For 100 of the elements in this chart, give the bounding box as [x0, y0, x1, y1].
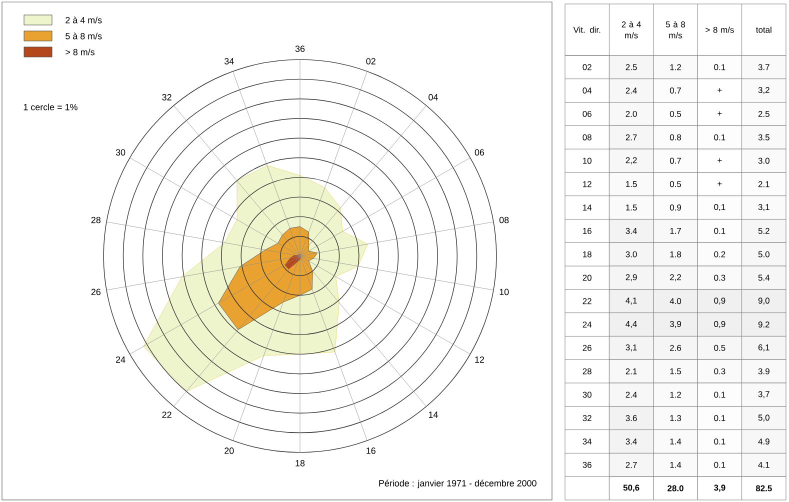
- data-label: 2.5: [758, 110, 770, 117]
- data-label: 3.6: [626, 415, 637, 422]
- data-label: 3.4: [626, 228, 637, 234]
- data-label: 2.1: [626, 368, 637, 374]
- data-label: 0,9: [714, 321, 726, 328]
- data-label: 3,9: [714, 484, 726, 492]
- data-label: 1.5: [670, 368, 682, 374]
- data-label: 28.0: [668, 485, 684, 492]
- spoke-label: 02: [366, 58, 376, 64]
- data-label: 0.5: [714, 344, 726, 351]
- data-label: 0.1: [714, 64, 726, 70]
- spoke-label: 22: [162, 412, 172, 418]
- data-label: 1.3: [670, 415, 682, 422]
- data-label: 0,9: [714, 298, 726, 305]
- spoke-label: 18: [296, 460, 305, 466]
- data-label: 0,1: [714, 204, 726, 212]
- data-label: 2.0: [626, 110, 637, 117]
- spoke-label: 04: [428, 94, 438, 100]
- data-label: 2.5: [626, 64, 637, 70]
- text: +: [718, 112, 722, 116]
- y-tick-label: 22: [582, 298, 592, 304]
- spoke-label: 16: [366, 448, 376, 454]
- y-tick-label: 14: [583, 204, 592, 210]
- y-tick-label: 24: [582, 322, 592, 328]
- data-label: 0.2: [714, 251, 726, 258]
- data-label: 4.1: [758, 462, 770, 468]
- spoke-label: 12: [475, 356, 484, 363]
- text: +: [718, 88, 722, 92]
- data-label: 2.7: [626, 462, 637, 468]
- data-label: 1.7: [670, 228, 681, 234]
- y-tick-label: 18: [583, 251, 592, 258]
- data-label: 4.9: [758, 438, 770, 444]
- y-tick-label: 30: [582, 392, 592, 398]
- data-label: 0.5: [670, 110, 682, 117]
- data-label: 2,2: [670, 274, 681, 282]
- data-label: 0.7: [670, 88, 681, 94]
- text: +: [718, 182, 722, 186]
- data-label: 1.5: [626, 181, 637, 188]
- data-label: 0.5: [670, 181, 682, 188]
- data-label: 3,1: [626, 344, 637, 352]
- data-label: 0.1: [714, 462, 726, 468]
- x-tick-label: > 8 m/s: [706, 26, 734, 33]
- data-label: 3.4: [626, 438, 637, 444]
- data-label: 1.4: [670, 462, 682, 468]
- data-label: 0.3: [714, 274, 726, 281]
- data-label: 2.6: [670, 344, 682, 351]
- spoke-label: 28: [91, 216, 101, 224]
- y-tick-label: 10: [583, 158, 592, 164]
- legend-label: 2 à 4 m/s: [66, 16, 102, 24]
- y-tick-label: 02: [582, 64, 592, 70]
- text: +: [718, 158, 722, 162]
- x-tick-label: 5 à 8 m/s: [666, 21, 686, 38]
- spoke-label: 08: [499, 216, 509, 224]
- data-label: 0.1: [714, 392, 726, 398]
- y-tick-label: 28: [582, 368, 592, 374]
- data-label: 0.8: [670, 134, 682, 140]
- data-label: 3,2: [758, 87, 770, 94]
- y-tick-label: 16: [583, 228, 592, 234]
- data-label: 0.9: [670, 204, 681, 211]
- data-label: 4,4: [626, 321, 637, 328]
- spoke-label: 20: [224, 448, 234, 454]
- data-label: 2,2: [626, 157, 637, 164]
- data-label: 0.3: [714, 368, 726, 374]
- data-label: 0.1: [714, 134, 726, 140]
- spoke-label: 06: [474, 149, 484, 156]
- data-label: 0.1: [714, 415, 726, 422]
- y-tick-label: 04: [582, 88, 592, 94]
- y-tick-label: 34: [582, 438, 592, 444]
- text: 1 cercle = 1%: [24, 104, 78, 110]
- data-label: 5.2: [758, 228, 770, 234]
- data-label: 2.7: [626, 134, 637, 140]
- x-tick-label: total: [756, 26, 772, 33]
- data-label: 5.4: [758, 274, 770, 281]
- y-tick-label: 36: [582, 462, 592, 468]
- data-label: 0.1: [714, 228, 726, 234]
- data-label: 50,6: [623, 484, 640, 492]
- y-tick-label: 26: [582, 344, 592, 351]
- text: Vit. dir.: [573, 26, 600, 33]
- y-tick-label: 20: [582, 274, 592, 281]
- spoke-label: 32: [162, 94, 172, 100]
- data-label: 4.0: [670, 298, 682, 304]
- data-label: 2.1: [758, 181, 770, 188]
- data-label: 2.4: [626, 88, 637, 94]
- data-label: 3.0: [758, 158, 770, 164]
- data-label: 9,0: [758, 298, 770, 305]
- y-tick-label: 32: [582, 415, 592, 422]
- text: Période : janvier 1971 - décembre 2000: [379, 480, 536, 488]
- spoke-label: 34: [224, 58, 234, 64]
- data-label: 4,1: [626, 298, 637, 305]
- data-label: 0.1: [714, 438, 726, 444]
- data-label: 5.0: [758, 251, 770, 258]
- spoke-label: 24: [116, 356, 126, 363]
- data-label: 1.4: [670, 438, 682, 444]
- data-label: 3.0: [626, 251, 637, 258]
- data-label: 3.7: [758, 64, 770, 70]
- spoke-label: 26: [91, 288, 101, 296]
- data-label: 0.7: [670, 158, 681, 164]
- data-label: 1.8: [670, 251, 682, 258]
- spoke-label: 36: [295, 46, 305, 52]
- spoke-label: 10: [500, 288, 509, 296]
